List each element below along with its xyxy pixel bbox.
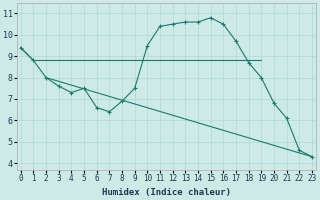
X-axis label: Humidex (Indice chaleur): Humidex (Indice chaleur)	[102, 188, 231, 197]
